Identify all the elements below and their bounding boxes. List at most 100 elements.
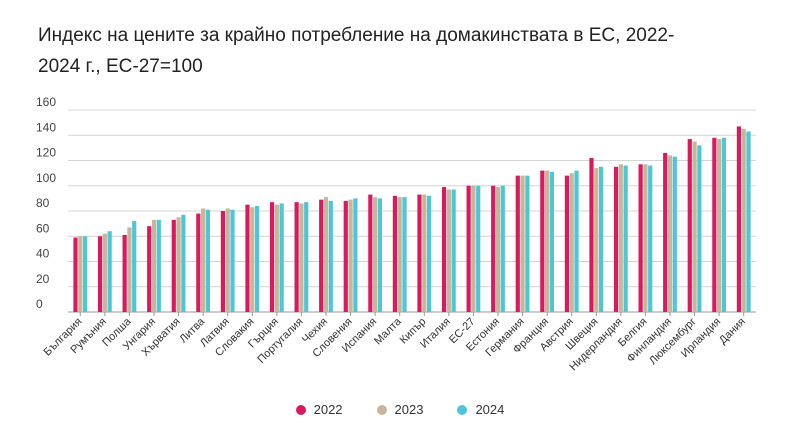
legend-label: 2024 [475, 402, 505, 417]
bar-chart: 0 20 40 60 80 100 120 140 160 БългарияРумънияПол… [36, 95, 756, 373]
legend-item: 2022 [295, 402, 343, 417]
bar-2022 [663, 152, 668, 312]
bar-2023 [78, 236, 83, 312]
bar-2022 [245, 204, 250, 312]
chart-title: Индекс на цените за крайно потребление н… [38, 25, 675, 77]
bar-2022 [368, 194, 373, 312]
x-axis: БългарияРумънияПолшаУнгарияХърватияЛитва… [42, 312, 748, 373]
bar-2022 [171, 219, 176, 312]
bar-2023 [594, 168, 599, 312]
bar-2024 [304, 202, 309, 312]
bar-2022 [589, 157, 594, 312]
bar-2022 [736, 126, 742, 312]
bar-2023 [373, 197, 378, 312]
bar-2023 [643, 164, 648, 312]
bar-2022 [613, 166, 619, 312]
bar-2022 [491, 185, 496, 312]
bar-2023 [250, 207, 255, 312]
bar-2024 [328, 200, 333, 312]
x-tick-label: Дания [717, 316, 748, 347]
bar-2024 [132, 221, 137, 312]
bar-2023 [225, 208, 230, 312]
bar-2024 [156, 219, 161, 312]
bar-2023 [520, 175, 525, 312]
bar-2024 [353, 198, 358, 312]
legend-label: 2023 [394, 402, 424, 417]
bar-2024 [181, 214, 186, 312]
bar-2023 [201, 208, 206, 312]
bar-2022 [540, 170, 545, 312]
bar-2024 [254, 205, 260, 312]
bar-2024 [697, 145, 702, 312]
bar-2023 [151, 219, 157, 312]
grid-lines [68, 109, 756, 313]
y-tick-label: 80 [36, 196, 50, 210]
bar-2023 [323, 197, 329, 312]
bar-2022 [417, 194, 422, 312]
bar-2024 [107, 231, 112, 312]
bar-2023 [274, 204, 279, 312]
bar-2022 [687, 139, 692, 312]
bar-2024 [500, 185, 505, 312]
bar-2024 [476, 185, 481, 312]
bars [73, 126, 751, 312]
bar-2022 [515, 175, 520, 312]
bar-2023 [741, 128, 746, 312]
bar-2024 [402, 197, 407, 312]
bar-2023 [471, 185, 476, 312]
legend-item: 2023 [376, 402, 424, 417]
bar-2024 [598, 166, 604, 312]
bar-2023 [422, 194, 427, 312]
bar-2022 [196, 213, 201, 312]
x-tick-label: Малта [372, 315, 404, 347]
bar-2022 [466, 185, 471, 312]
bar-2024 [525, 175, 530, 312]
bar-2023 [397, 197, 402, 312]
y-tick-label: 0 [36, 297, 43, 311]
y-tick-label: 160 [36, 95, 56, 109]
bar-2022 [638, 164, 643, 312]
bar-2022 [441, 187, 447, 312]
bar-2022 [220, 211, 226, 312]
legend: 2022 2023 2024 [0, 402, 800, 417]
bar-2023 [667, 155, 673, 312]
bar-2024 [279, 203, 284, 312]
legend-swatch [376, 404, 387, 415]
bar-2023 [102, 233, 107, 312]
bar-2024 [721, 137, 727, 312]
y-tick-label: 140 [36, 120, 56, 134]
bar-2024 [623, 165, 628, 312]
bar-2022 [564, 175, 570, 312]
bar-2023 [446, 189, 451, 312]
legend-swatch [457, 404, 468, 415]
y-tick-label: 20 [36, 272, 50, 286]
legend-swatch [295, 404, 306, 415]
bar-2022 [319, 199, 324, 312]
bar-2024 [230, 209, 235, 312]
bar-2023 [176, 217, 181, 312]
bar-2024 [672, 156, 677, 312]
bar-2024 [82, 236, 88, 312]
bar-2024 [426, 195, 432, 312]
bar-2024 [205, 209, 211, 312]
y-tick-label: 100 [36, 171, 56, 185]
bar-2023 [545, 170, 550, 312]
y-tick-label: 40 [36, 247, 50, 261]
bar-2022 [73, 237, 78, 312]
bar-2023 [127, 227, 132, 312]
bar-2022 [343, 200, 348, 312]
bar-2024 [451, 189, 456, 312]
bar-2024 [648, 165, 653, 312]
bar-2024 [574, 170, 579, 312]
bar-2023 [692, 141, 697, 312]
y-tick-label: 60 [36, 221, 50, 235]
bar-2022 [712, 137, 717, 312]
bar-2022 [97, 236, 103, 312]
y-tick-label: 120 [36, 146, 56, 160]
bar-2022 [269, 202, 275, 312]
bar-2023 [299, 203, 304, 312]
legend-label: 2022 [313, 402, 343, 417]
bar-2023 [618, 164, 623, 312]
bar-2024 [377, 198, 383, 312]
legend-item: 2024 [457, 402, 504, 417]
